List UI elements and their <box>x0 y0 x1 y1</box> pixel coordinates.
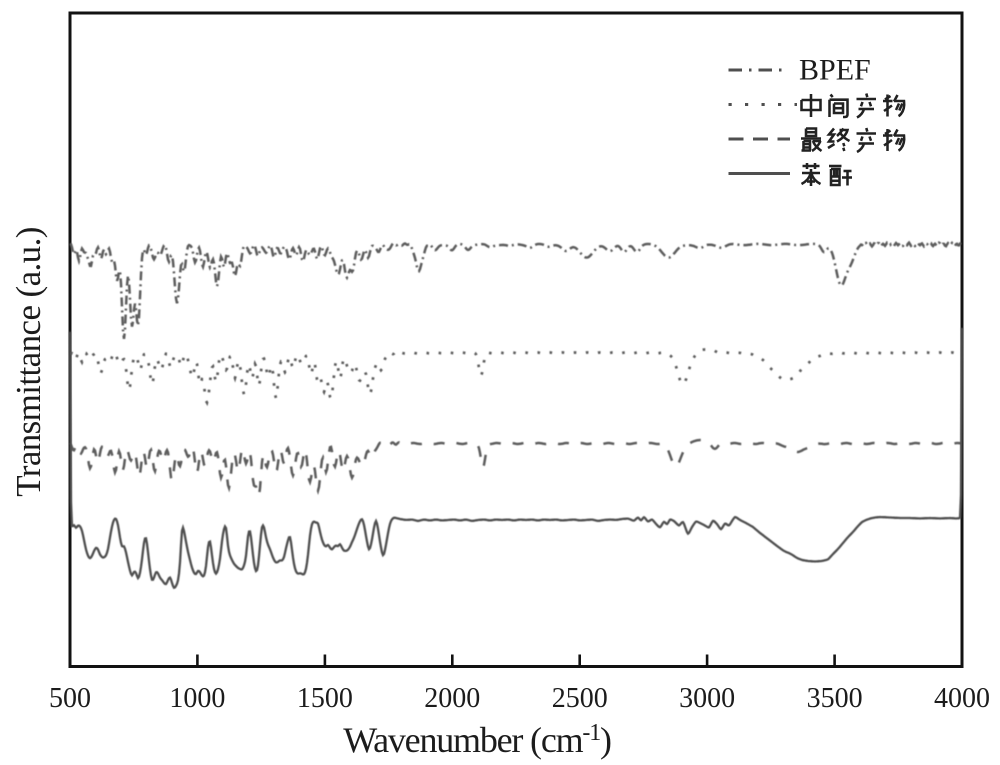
svg-text:1000: 1000 <box>169 683 225 714</box>
svg-text:2500: 2500 <box>552 683 608 714</box>
svg-text:500: 500 <box>49 683 91 714</box>
svg-text:2000: 2000 <box>424 683 480 714</box>
svg-text:3000: 3000 <box>679 683 735 714</box>
svg-text:Wavenumber (cm-1): Wavenumber (cm-1) <box>343 720 611 760</box>
svg-text:4000: 4000 <box>934 683 990 714</box>
svg-text:3500: 3500 <box>807 683 863 714</box>
svg-text:1500: 1500 <box>297 683 353 714</box>
svg-text:BPEF: BPEF <box>799 54 871 87</box>
svg-text:Transmittance (a.u.): Transmittance (a.u.) <box>9 227 48 497</box>
